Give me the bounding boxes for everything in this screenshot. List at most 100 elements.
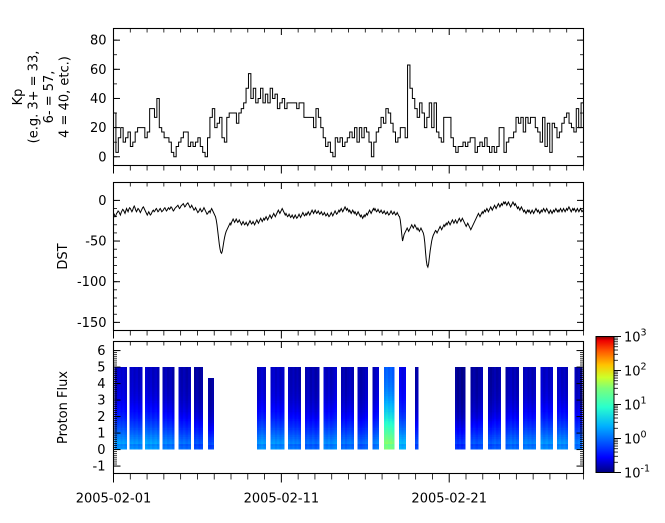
flux-cell: [281, 404, 285, 407]
flux-cell: [131, 419, 135, 421]
flux-cell: [114, 417, 117, 420]
flux-cell: [364, 417, 368, 420]
flux-cell: [133, 424, 137, 427]
flux-cell: [457, 442, 460, 445]
flux-cell: [152, 379, 155, 382]
flux-cell: [487, 392, 491, 394]
flux-cell: [332, 408, 335, 411]
flux-cell: [198, 386, 201, 389]
flux-cell: [477, 438, 481, 441]
flux-cell: [183, 402, 186, 405]
flux-cell: [178, 374, 182, 377]
flux-cell: [316, 381, 320, 384]
flux-cell: [145, 395, 148, 398]
flux-cell: [392, 438, 395, 441]
flux-cell: [385, 420, 389, 423]
flux-cell: [270, 428, 274, 430]
flux-cell: [334, 422, 338, 425]
flux-cell: [183, 397, 186, 400]
flux-cell: [270, 424, 274, 427]
flux-cell: [475, 393, 479, 396]
flux-cell: [416, 410, 419, 412]
flux-cell: [178, 402, 182, 405]
flux-cell: [345, 413, 348, 416]
flux-cell: [455, 386, 458, 389]
flux-cell: [323, 372, 327, 375]
flux-cell: [327, 445, 331, 448]
flux-cell: [294, 440, 297, 443]
flux-cell: [385, 395, 389, 398]
flux-cell: [362, 381, 366, 384]
flux-cell: [477, 381, 481, 384]
flux-cell: [164, 404, 168, 407]
flux-cell: [147, 411, 151, 414]
flux-cell: [114, 433, 117, 436]
flux-cell: [403, 429, 407, 432]
flux-cell: [325, 401, 329, 403]
flux-cell: [183, 370, 186, 373]
flux-cell: [185, 445, 189, 448]
flux-cell: [298, 385, 302, 387]
flux-cell: [171, 440, 175, 443]
flux-cell: [374, 428, 378, 430]
flux-cell: [183, 435, 186, 438]
flux-cell: [183, 386, 186, 389]
flux-cell: [164, 417, 168, 420]
flux-cell: [340, 372, 344, 375]
flux-cell: [272, 404, 276, 407]
flux-cell: [480, 386, 484, 389]
flux-cell: [314, 399, 318, 402]
flux-cell: [314, 444, 318, 446]
flux-cell: [152, 415, 155, 418]
flux-cell: [463, 376, 466, 378]
flux-cell: [139, 408, 143, 411]
flux-cell: [314, 404, 318, 407]
flux-cell: [364, 422, 368, 425]
flux-cell: [349, 419, 352, 421]
flux-cell: [296, 438, 300, 441]
flux-cell: [311, 411, 315, 414]
flux-cell: [290, 429, 293, 432]
flux-cell: [167, 388, 171, 391]
flux-cell: [145, 444, 148, 446]
flux-cell: [455, 422, 458, 425]
flux-cell: [131, 411, 135, 414]
flux-cell: [281, 420, 285, 423]
flux-cell: [392, 385, 395, 387]
flux-cell: [292, 390, 295, 393]
flux-cell: [351, 383, 354, 386]
flux-cell: [296, 390, 300, 393]
flux-cell: [122, 397, 125, 400]
flux-cell: [292, 374, 295, 377]
flux-cell: [343, 437, 346, 439]
flux-cell: [279, 393, 283, 396]
flux-cell: [414, 381, 417, 384]
flux-cell: [385, 431, 389, 434]
flux-cell: [209, 401, 213, 403]
flux-cell: [489, 417, 493, 420]
flux-cell: [480, 428, 484, 430]
flux-cell: [314, 419, 318, 421]
flux-cell: [200, 402, 203, 405]
flux-cell: [298, 435, 302, 438]
flux-cell: [198, 395, 201, 398]
flux-cell: [294, 401, 297, 403]
flux-cell: [277, 404, 280, 407]
flux-cell: [385, 367, 389, 369]
flux-cell: [376, 393, 380, 396]
flux-cell: [180, 372, 184, 375]
flux-cell: [137, 411, 141, 414]
flux-cell: [372, 397, 375, 400]
flux-cell: [477, 444, 481, 446]
flux-cell: [325, 381, 329, 384]
flux-cell: [277, 426, 280, 429]
flux-cell: [263, 395, 266, 398]
flux-cell: [374, 435, 378, 438]
flux-cell: [116, 437, 119, 439]
flux-cell: [385, 376, 389, 378]
flux-cell: [124, 392, 128, 394]
flux-cell: [122, 404, 125, 407]
flux-cell: [183, 420, 186, 423]
flux-cell: [340, 445, 344, 448]
flux-cell: [362, 420, 366, 423]
